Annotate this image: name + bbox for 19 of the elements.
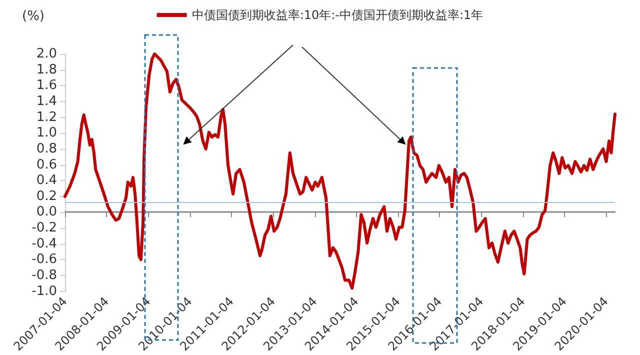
line-series <box>64 52 616 290</box>
y-tick-label: -0.6 <box>32 252 57 268</box>
y-axis-title: (%) <box>22 9 44 24</box>
y-tick-label: 1.2 <box>36 110 57 125</box>
y-tick-label: 1.4 <box>36 94 57 109</box>
y-tick-label: 2.0 <box>36 46 57 62</box>
y-tick-label: 1.0 <box>36 126 57 141</box>
y-tick-label: 1.6 <box>36 78 57 94</box>
y-tick-label: -1.0 <box>32 284 57 299</box>
y-tick-label: 0.4 <box>36 173 57 188</box>
y-tick-label: 0.6 <box>36 157 57 172</box>
y-tick-label: 0.2 <box>36 188 57 204</box>
y-tick-label: -0.4 <box>32 236 57 252</box>
y-tick-label: -0.8 <box>32 268 57 283</box>
legend-label: 中债国债到期收益率:10年:-中债国开债到期收益率:1年 <box>192 8 484 22</box>
y-tick-label: -0.2 <box>32 220 57 236</box>
y-tick-label: 1.8 <box>36 62 57 78</box>
y-tick-label: 0.8 <box>36 141 57 156</box>
y-tick-label: 0.0 <box>36 204 57 220</box>
